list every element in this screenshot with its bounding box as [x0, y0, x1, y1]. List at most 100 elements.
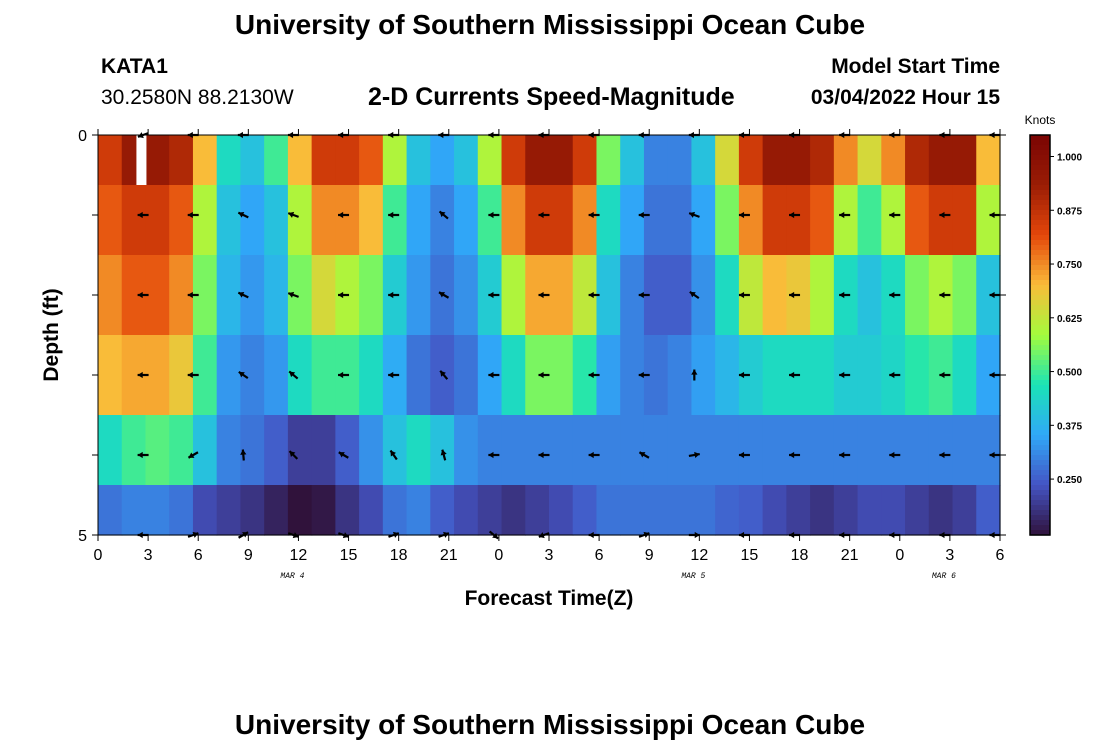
x-tick-label: 3	[945, 547, 954, 564]
colorbar-segment	[1030, 140, 1050, 146]
heatmap-cell	[810, 485, 835, 536]
x-tick-label: 12	[290, 547, 308, 564]
colorbar-segment	[1030, 345, 1050, 351]
current-vector-head	[388, 371, 394, 379]
x-tick-label: 18	[791, 547, 809, 564]
heatmap-cell	[406, 185, 431, 256]
heatmap-cell	[477, 485, 503, 536]
heatmap-cell	[691, 485, 716, 536]
x-tick-label: 15	[741, 547, 759, 564]
heatmap-cell	[145, 135, 170, 186]
heatmap-cell	[572, 135, 598, 186]
current-vector-head	[488, 451, 494, 459]
heatmap-cell	[382, 185, 408, 256]
current-vector-head	[889, 291, 895, 299]
current-vector-head	[889, 371, 895, 379]
x-tick-label: 18	[390, 547, 408, 564]
heatmap-cell	[715, 135, 740, 186]
heatmap-cell	[192, 135, 218, 186]
colorbar-segment	[1030, 320, 1050, 326]
current-vector-head	[588, 131, 594, 139]
colorbar-segment	[1030, 470, 1050, 476]
heatmap-cell	[501, 485, 526, 536]
heatmap-cell	[881, 485, 906, 536]
colorbar-segment	[1030, 515, 1050, 521]
colorbar-segment	[1030, 290, 1050, 296]
heatmap-cell	[549, 335, 574, 416]
x-tick-label: 0	[494, 547, 503, 564]
heatmap-cell	[359, 335, 384, 416]
heatmap-cell	[952, 335, 977, 416]
colorbar-segment	[1030, 250, 1050, 256]
current-vector-head	[889, 531, 895, 539]
y-tick-label: 5	[78, 528, 87, 545]
current-vector-head	[839, 371, 845, 379]
heatmap-cell	[192, 485, 218, 536]
heatmap-cell	[857, 185, 882, 256]
colorbar-segment	[1030, 155, 1050, 161]
colorbar-segment	[1030, 505, 1050, 511]
page-title-bottom: University of Southern Mississippi Ocean…	[234, 709, 866, 740]
heatmap-cell	[738, 185, 764, 256]
colorbar-segment	[1030, 280, 1050, 286]
heatmap-cell	[264, 255, 289, 336]
current-vector-head	[440, 370, 446, 377]
colorbar-segment	[1030, 445, 1050, 451]
x-axis-label: Forecast Time(Z)	[465, 587, 634, 610]
heatmap-cell	[335, 415, 360, 486]
x-tick-label: 0	[94, 547, 103, 564]
heatmap-cell	[169, 415, 194, 486]
colorbar-segment	[1030, 230, 1050, 236]
date-label: MAR 5	[681, 572, 705, 581]
colorbar-segment	[1030, 195, 1050, 201]
heatmap-cell	[98, 335, 123, 416]
x-tick-label: 0	[895, 547, 904, 564]
heatmap-cell	[359, 415, 384, 486]
heatmap-cell	[454, 335, 479, 416]
current-vector-head	[488, 291, 494, 299]
current-vector-head	[738, 211, 745, 219]
heatmap-cell	[691, 185, 716, 256]
current-vector-head	[338, 291, 344, 299]
surface-gap	[136, 135, 147, 185]
heatmap-cell	[643, 415, 669, 486]
current-vector-head	[588, 291, 594, 299]
current-vector-head	[738, 451, 745, 459]
current-vector-head	[588, 451, 594, 459]
heatmap-cell	[762, 485, 787, 536]
heatmap-cell	[620, 135, 645, 186]
heatmap-cell	[952, 415, 977, 486]
heatmap-cell	[857, 415, 882, 486]
colorbar-segment	[1030, 285, 1050, 291]
heatmap-cell	[98, 255, 123, 336]
heatmap-cell	[430, 485, 455, 536]
colorbar-segment	[1030, 405, 1050, 411]
current-vector-head	[839, 291, 845, 299]
current-vector-head	[192, 531, 199, 538]
heatmap-cell	[169, 185, 194, 256]
colorbar-segment	[1030, 240, 1050, 246]
heatmap-cell	[406, 415, 431, 486]
current-vector-head	[694, 451, 700, 459]
current-vector-head	[187, 211, 193, 219]
heatmap-cell	[691, 135, 716, 186]
heatmap-cell	[952, 485, 977, 536]
current-vector-head	[939, 211, 945, 219]
heatmap-cell	[169, 135, 194, 186]
heatmap-cell	[240, 485, 265, 536]
heatmap-cell	[976, 185, 1001, 256]
current-vector-head	[137, 211, 143, 219]
heatmap-cell	[359, 255, 384, 336]
x-tick-label: 6	[194, 547, 203, 564]
heatmap-cell	[549, 255, 574, 336]
station-coords: 30.2580N 88.2130W	[101, 86, 294, 109]
plot-title: 2-D Currents Speed-Magnitude	[368, 83, 735, 111]
heatmap-cell	[454, 255, 479, 336]
colorbar-segment	[1030, 440, 1050, 446]
heatmap-cell	[833, 415, 859, 486]
current-vector-head	[392, 531, 399, 538]
heatmap-cell	[240, 185, 265, 256]
heatmap-cell	[501, 415, 526, 486]
colorbar-segment	[1030, 190, 1050, 196]
